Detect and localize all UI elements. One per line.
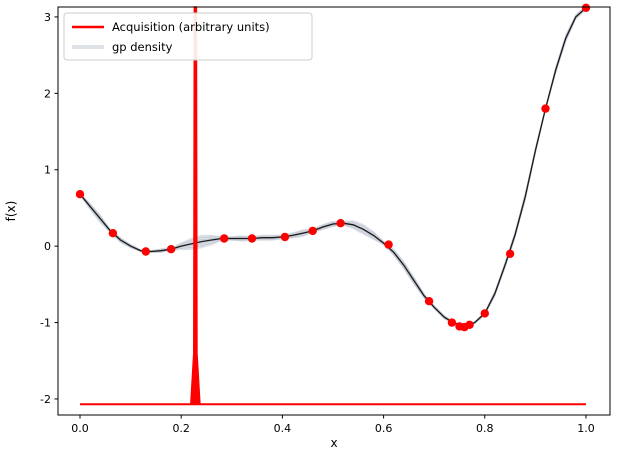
observation-point [247,234,257,243]
gp-sample-line-0 [79,8,587,328]
legend: Acquisition (arbitrary units) gp density [63,12,313,61]
x-axis: 0.0 0.2 0.4 0.6 0.8 1.0 [71,415,595,435]
observation-point [280,232,290,242]
observation-point [581,3,591,12]
observation-point [166,245,176,254]
gp-mean-line [79,7,587,328]
legend-acquisition-label: Acquisition (arbitrary units) [112,20,270,34]
y-axis: -2 -1 0 1 2 3 [40,11,58,406]
legend-gp-density-label: gp density [112,40,173,54]
legend-box [63,12,313,61]
y-tick-label: 1 [44,164,51,177]
observation-point [424,297,434,306]
observation-point [336,219,345,228]
observation-point [220,234,229,243]
y-tick-label: 0 [44,240,51,253]
y-tick-label: 3 [44,11,51,24]
observation-point [480,309,489,318]
observation-point [308,226,317,236]
y-tick-label: -1 [40,317,51,330]
y-tick-label: 2 [44,87,51,100]
gp-sample-line-3 [79,6,587,326]
x-tick-label: 0.8 [476,422,494,435]
observation-point [108,229,118,238]
observation-point [141,247,150,256]
observation-points [75,3,591,332]
observation-point [541,104,550,113]
x-tick-label: 0.0 [71,422,89,435]
plot-spines [57,6,611,416]
observation-point [75,190,85,199]
observation-point [384,240,393,249]
x-tick-label: 0.2 [172,422,190,435]
x-tick-label: 1.0 [577,422,595,435]
x-tick-label: 0.4 [274,422,292,435]
x-axis-label: x [330,436,337,450]
x-tick-label: 0.6 [375,422,393,435]
observation-point [505,249,515,258]
observation-point [447,318,457,327]
observation-point [465,320,474,329]
y-tick-label: -2 [40,393,51,406]
y-axis-label: f(x) [4,201,18,222]
